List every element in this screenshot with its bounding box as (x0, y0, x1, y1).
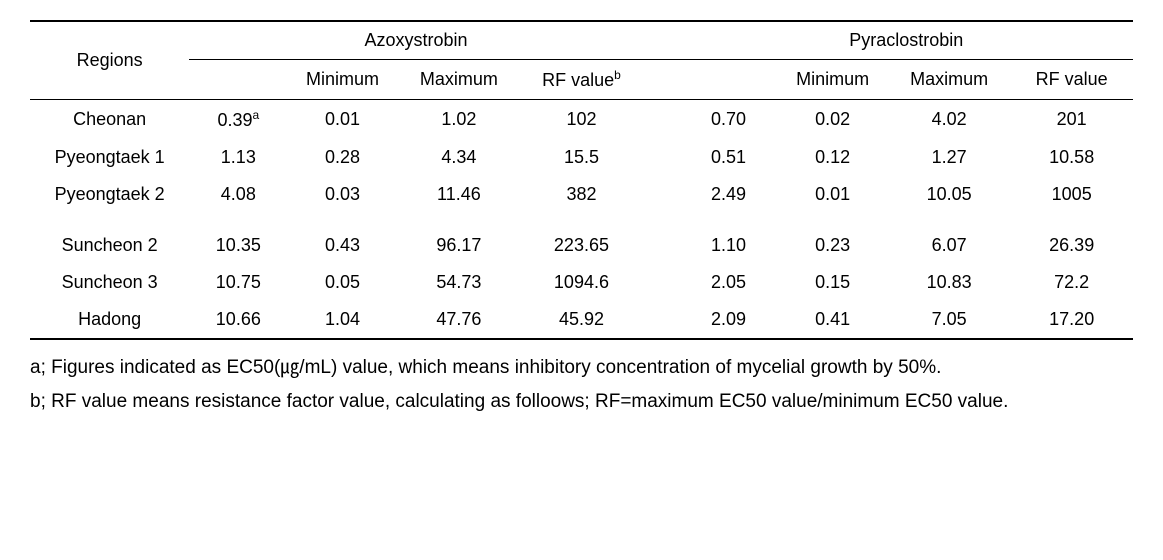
cell-p-max: 4.02 (888, 100, 1011, 140)
cell-p-max: 10.83 (888, 264, 1011, 301)
col-header-regions: Regions (30, 21, 189, 100)
table-body: Cheonan0.39a0.011.021020.700.024.02201Py… (30, 100, 1133, 340)
cell-p-rf: 10.58 (1010, 139, 1133, 176)
cell-a-max: 54.73 (398, 264, 521, 301)
col-group-azoxystrobin: Azoxystrobin (189, 21, 642, 60)
cell-a-rf: 223.65 (520, 227, 643, 264)
cell-a-min: 0.01 (287, 100, 397, 140)
table-row: Suncheon 210.350.4396.17223.65 1.100.236.… (30, 227, 1133, 264)
cell-p-mean: 0.70 (679, 100, 777, 140)
cell-spacer (643, 139, 680, 176)
cell-p-mean: 2.09 (679, 301, 777, 339)
cell-a-mean: 10.75 (189, 264, 287, 301)
table-container: Regions Azoxystrobin Pyraclostrobin Mini… (30, 20, 1133, 340)
col-header-p-max: Maximum (888, 60, 1011, 100)
cell-p-rf: 72.2 (1010, 264, 1133, 301)
cell-a-max: 4.34 (398, 139, 521, 176)
cell-p-min: 0.12 (778, 139, 888, 176)
table-row: Hadong10.661.0447.7645.92 2.090.417.0517.… (30, 301, 1133, 339)
cell-spacer (643, 176, 680, 213)
cell-p-max: 1.27 (888, 139, 1011, 176)
cell-a-mean: 10.35 (189, 227, 287, 264)
cell-region: Cheonan (30, 100, 189, 140)
cell-a-min: 1.04 (287, 301, 397, 339)
cell-region: Suncheon 3 (30, 264, 189, 301)
cell-a-min: 0.28 (287, 139, 397, 176)
table-row: Cheonan0.39a0.011.02102 0.700.024.02201 (30, 100, 1133, 140)
cell-a-mean: 4.08 (189, 176, 287, 213)
cell-p-min: 0.41 (778, 301, 888, 339)
cell-a-max: 1.02 (398, 100, 521, 140)
cell-p-min: 0.23 (778, 227, 888, 264)
col-header-a-mean (189, 60, 287, 100)
footnotes: a; Figures indicated as EC50(㎍/mL) value… (30, 352, 1133, 419)
cell-spacer (643, 264, 680, 301)
cell-region: Pyeongtaek 1 (30, 139, 189, 176)
cell-spacer (643, 301, 680, 339)
spacer-row (30, 213, 1133, 227)
cell-region: Hadong (30, 301, 189, 339)
cell-p-mean: 2.49 (679, 176, 777, 213)
col-header-a-min: Minimum (287, 60, 397, 100)
col-spacer-sub (643, 60, 680, 100)
cell-a-max: 96.17 (398, 227, 521, 264)
cell-p-rf: 17.20 (1010, 301, 1133, 339)
cell-a-min: 0.43 (287, 227, 397, 264)
cell-p-mean: 2.05 (679, 264, 777, 301)
table-row: Pyeongtaek 11.130.284.3415.5 0.510.121.27… (30, 139, 1133, 176)
group1-label: Azoxystrobin (365, 30, 468, 50)
cell-p-rf: 1005 (1010, 176, 1133, 213)
col-header-p-min: Minimum (778, 60, 888, 100)
col-header-p-rf: RF value (1010, 60, 1133, 100)
cell-a-min: 0.03 (287, 176, 397, 213)
cell-a-rf: 102 (520, 100, 643, 140)
cell-p-mean: 1.10 (679, 227, 777, 264)
cell-region: Pyeongtaek 2 (30, 176, 189, 213)
cell-p-max: 6.07 (888, 227, 1011, 264)
cell-p-rf: 26.39 (1010, 227, 1133, 264)
cell-p-max: 7.05 (888, 301, 1011, 339)
table-row: Suncheon 310.750.0554.731094.6 2.050.1510… (30, 264, 1133, 301)
cell-a-rf: 45.92 (520, 301, 643, 339)
cell-a-max: 11.46 (398, 176, 521, 213)
cell-p-min: 0.15 (778, 264, 888, 301)
cell-a-mean: 10.66 (189, 301, 287, 339)
col-header-a-max: Maximum (398, 60, 521, 100)
cell-p-mean: 0.51 (679, 139, 777, 176)
col-spacer-top (643, 21, 680, 60)
rf-sup-b: b (614, 68, 621, 82)
spacer-cell (30, 213, 1133, 227)
cell-a-max: 47.76 (398, 301, 521, 339)
data-table: Regions Azoxystrobin Pyraclostrobin Mini… (30, 20, 1133, 340)
cell-spacer (643, 227, 680, 264)
footnote-a: a; Figures indicated as EC50(㎍/mL) value… (30, 352, 1133, 384)
cell-a-mean: 0.39a (189, 100, 287, 140)
cell-a-min: 0.05 (287, 264, 397, 301)
cell-p-rf: 201 (1010, 100, 1133, 140)
cell-a-mean: 1.13 (189, 139, 287, 176)
cell-p-min: 0.01 (778, 176, 888, 213)
col-header-a-rf: RF valueb (520, 60, 643, 100)
cell-p-max: 10.05 (888, 176, 1011, 213)
header-row-2: Minimum Maximum RF valueb Minimum Maximu… (30, 60, 1133, 100)
cell-spacer (643, 100, 680, 140)
footnote-b: b; RF value means resistance factor valu… (30, 386, 1133, 418)
group2-label: Pyraclostrobin (849, 30, 963, 50)
rf-label-text: RF value (542, 70, 614, 90)
col-header-p-mean (679, 60, 777, 100)
cell-a-rf: 1094.6 (520, 264, 643, 301)
table-row: Pyeongtaek 24.080.0311.46382 2.490.0110.0… (30, 176, 1133, 213)
cell-a-rf: 15.5 (520, 139, 643, 176)
cell-region: Suncheon 2 (30, 227, 189, 264)
col-group-pyraclostrobin: Pyraclostrobin (679, 21, 1133, 60)
regions-label: Regions (77, 50, 143, 70)
header-row-1: Regions Azoxystrobin Pyraclostrobin (30, 21, 1133, 60)
cell-p-min: 0.02 (778, 100, 888, 140)
cell-a-rf: 382 (520, 176, 643, 213)
